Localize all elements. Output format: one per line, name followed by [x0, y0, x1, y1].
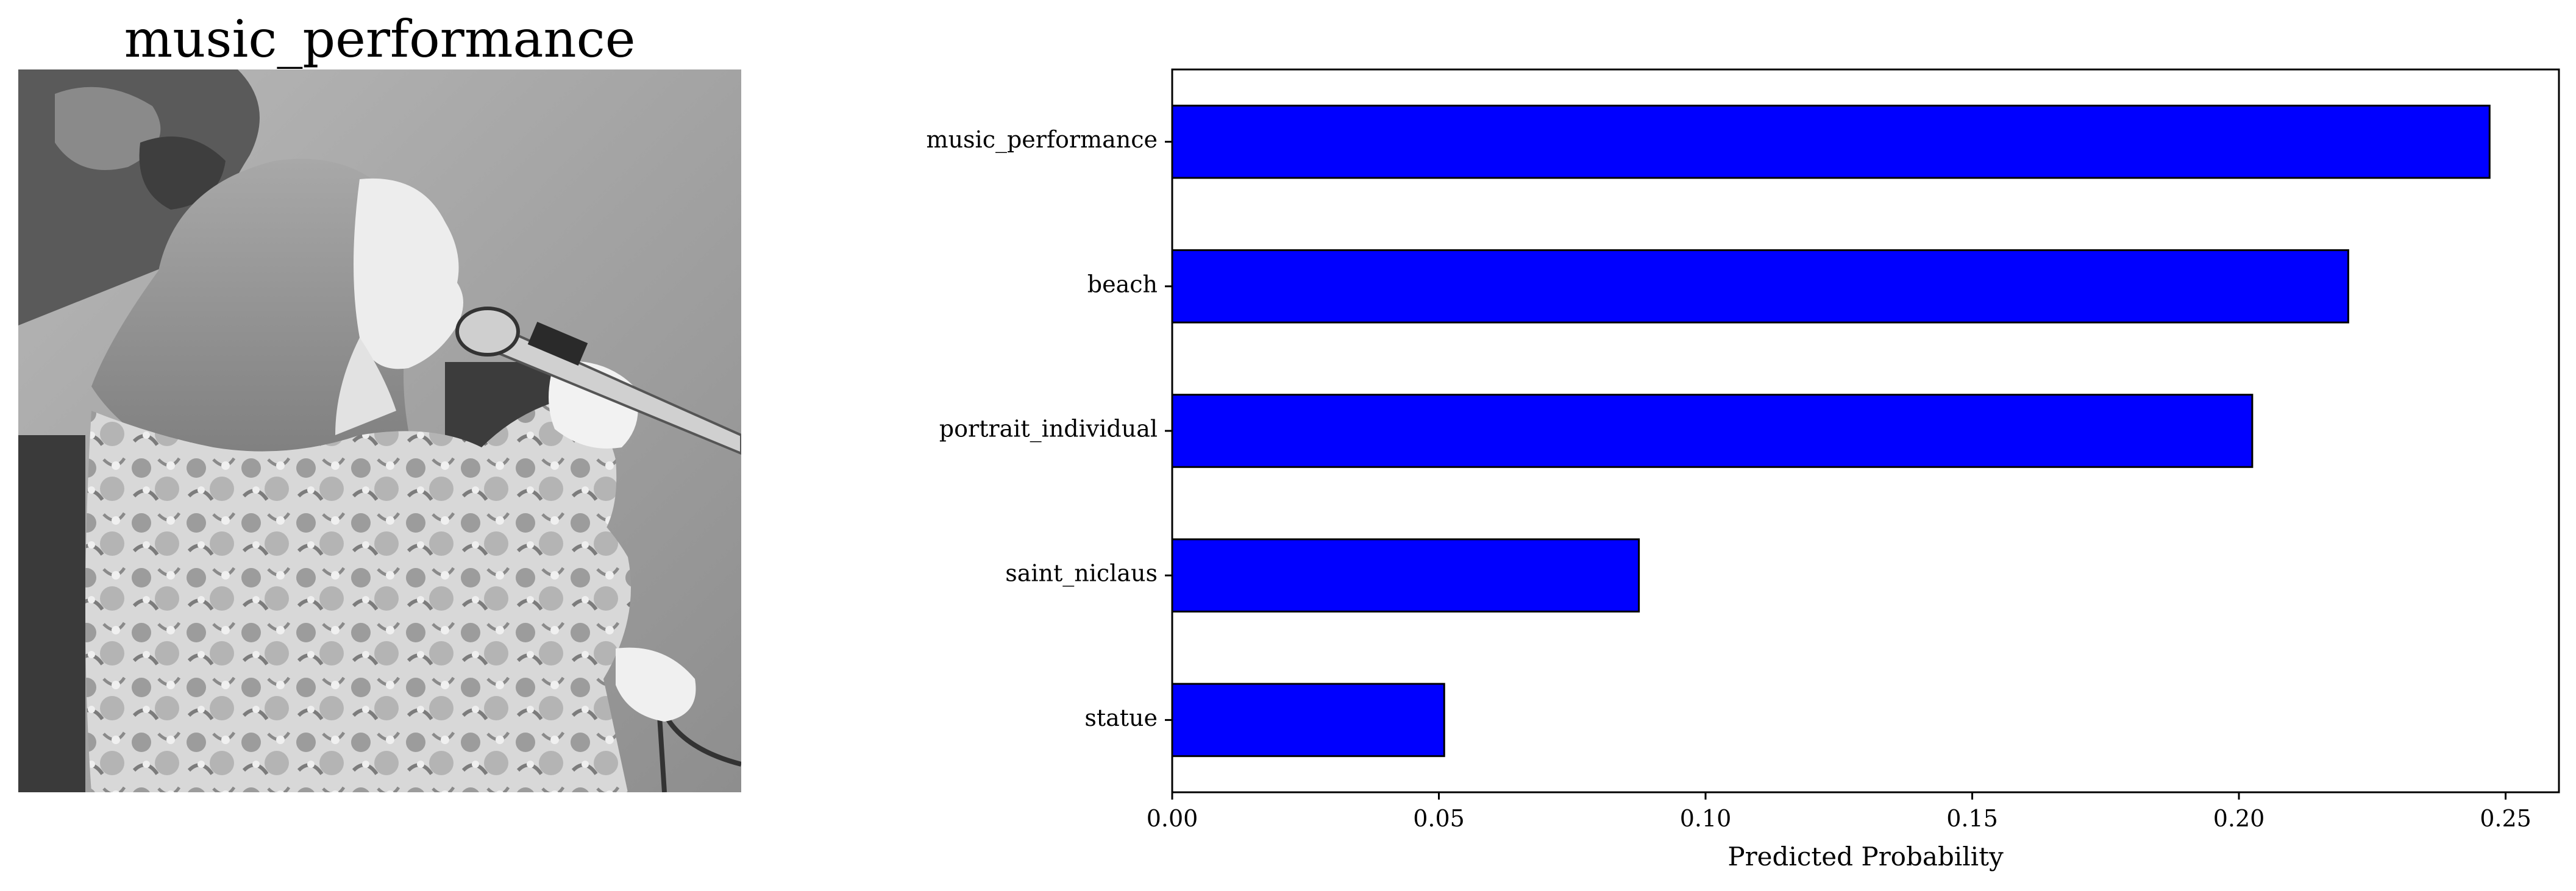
y-tick-label: portrait_individual: [939, 416, 1158, 443]
bar-music-performance: [1171, 104, 2491, 179]
x-tick-label: 0.20: [2213, 805, 2265, 832]
bar-statue: [1171, 683, 1445, 758]
x-tick-label: 0.25: [2480, 805, 2532, 832]
x-tick-label: 0.05: [1413, 805, 1465, 832]
y-tick-label: statue: [1084, 705, 1158, 731]
y-tick-label: saint_niclaus: [1005, 560, 1158, 587]
bars-group: [1171, 104, 2491, 758]
image-title: music_performance: [124, 9, 636, 69]
x-tick-group: 0.00 0.05 0.10 0.15 0.20 0.25: [1147, 792, 2532, 832]
plot-frame: [1171, 68, 2560, 793]
bar-beach: [1171, 249, 2349, 324]
bar-portrait-individual: [1171, 394, 2254, 468]
x-axis-label: Predicted Probability: [1727, 842, 2004, 871]
y-tick-label: music_performance: [927, 126, 1158, 154]
photo-panel: [18, 69, 741, 792]
y-tick-label: beach: [1087, 271, 1158, 297]
x-tick-label: 0.10: [1680, 805, 1732, 832]
x-tick-label: 0.00: [1147, 805, 1198, 832]
bar-saint-niclaus: [1171, 538, 1640, 613]
x-tick-label: 0.15: [1946, 805, 1998, 832]
singer-photo: [18, 69, 741, 792]
